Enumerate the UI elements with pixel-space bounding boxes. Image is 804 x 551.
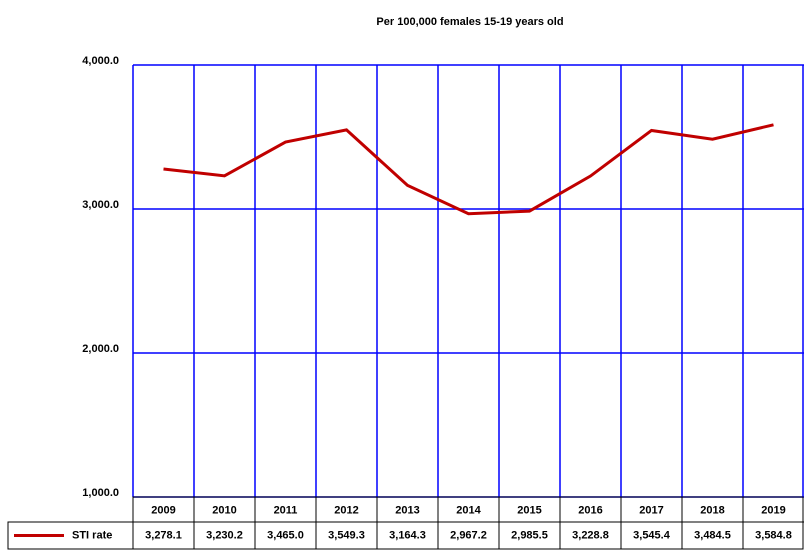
table-value: 3,164.3 [389,529,426,541]
x-tick-label: 2010 [212,504,236,516]
table-value: 3,545.4 [633,529,671,541]
legend-label: STI rate [72,529,112,541]
table-value: 3,278.1 [145,529,182,541]
x-tick-label: 2017 [639,504,663,516]
x-tick-label: 2012 [334,504,358,516]
data-line [163,123,774,216]
x-tick-label: 2019 [761,504,785,516]
y-tick-label: 4,000.0 [82,55,119,67]
table-value: 3,584.8 [755,529,792,541]
x-tick-label: 2013 [395,504,419,516]
x-tick-label: 2009 [151,504,175,516]
x-tick-label: 2018 [700,504,724,516]
table-value: 3,465.0 [267,529,304,541]
x-tick-label: 2015 [517,504,541,516]
y-tick-label: 1,000.0 [82,487,119,499]
table-value: 3,549.3 [328,529,365,541]
y-tick-label: 3,000.0 [82,199,119,211]
x-tick-label: 2011 [274,504,298,516]
table-value: 2,985.5 [511,529,548,541]
x-tick-label: 2014 [456,504,481,516]
table-value: 3,228.8 [572,529,609,541]
y-tick-label: 2,000.0 [82,343,119,355]
legend-cell [7,521,134,550]
chart-title: Per 100,000 females 15-19 years old [376,16,563,28]
x-tick-label: 2016 [578,504,602,516]
table-value: 3,484.5 [694,529,731,541]
table-value: 2,967.2 [450,529,487,541]
table-value: 3,230.2 [206,529,243,541]
